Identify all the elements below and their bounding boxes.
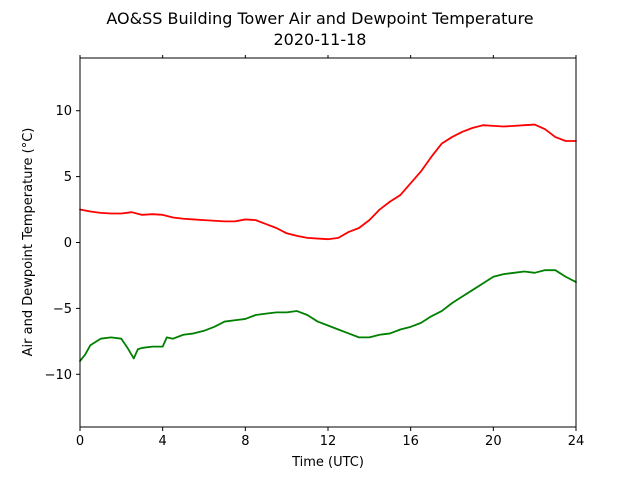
y-tick-label: −5: [53, 302, 72, 317]
x-tick-label: 16: [402, 434, 419, 449]
x-tick-label: 12: [320, 434, 337, 449]
series-line-1: [79, 123, 577, 241]
y-tick-label: −10: [45, 368, 72, 383]
y-tick-label: 0: [64, 236, 72, 251]
series-line-2: [79, 269, 577, 363]
chart-title: AO&SS Building Tower Air and Dewpoint Te…: [106, 9, 533, 28]
x-axis-label: Time (UTC): [291, 455, 364, 470]
y-tick-label: 5: [64, 170, 72, 185]
plot-frame: [79, 57, 577, 428]
tick-layer: 0 4 8 12 16 20 24 −10 −5 0 5 10: [45, 55, 585, 449]
y-tick-label: 10: [55, 104, 72, 119]
x-tick-label: 8: [241, 434, 249, 449]
x-tick-label: 4: [159, 434, 167, 449]
x-tick-label: 20: [485, 434, 502, 449]
series-layer: [79, 123, 577, 363]
x-tick-label: 0: [76, 434, 84, 449]
x-tick-label: 24: [568, 434, 585, 449]
y-axis-label: Air and Dewpoint Temperature (°C): [21, 128, 36, 357]
chart-subtitle: 2020-11-18: [274, 30, 367, 49]
